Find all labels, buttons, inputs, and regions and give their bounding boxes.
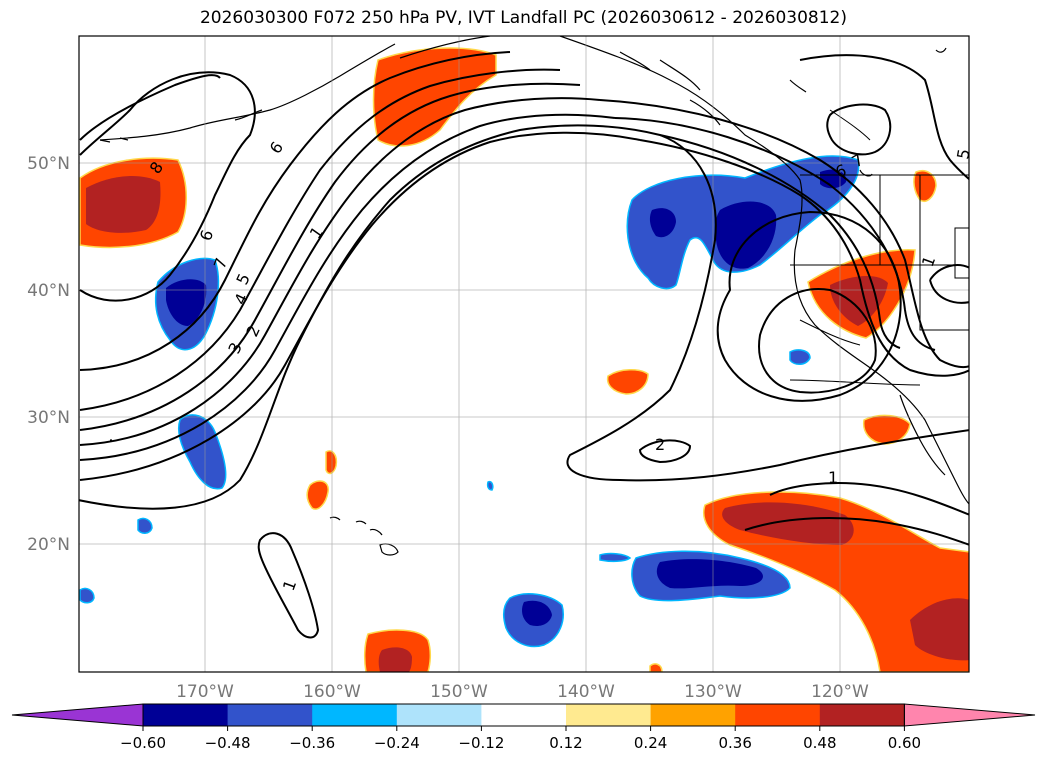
contour-label: 1 bbox=[918, 253, 939, 269]
contour-label: 6 bbox=[196, 227, 217, 243]
contour-line bbox=[79, 131, 641, 481]
lat-label: 20°N bbox=[27, 535, 70, 555]
fill-region bbox=[306, 480, 329, 510]
lat-label: 40°N bbox=[27, 281, 70, 301]
fill-region bbox=[522, 600, 552, 626]
contour-line bbox=[799, 54, 969, 181]
contour-line bbox=[826, 103, 892, 156]
contour-label: 5 bbox=[232, 270, 254, 287]
fill-region bbox=[486, 480, 494, 491]
fill-region bbox=[378, 647, 412, 672]
fill-region bbox=[913, 170, 937, 202]
islands bbox=[110, 439, 399, 556]
colorbar-tick-label: −0.24 bbox=[374, 734, 420, 752]
colorbar: −0.60 −0.48 −0.36 −0.24 −0.12 0.12 0.24 0.36 0.4… bbox=[11, 703, 1036, 752]
fill-region bbox=[649, 663, 663, 672]
lon-label: 130°W bbox=[684, 682, 742, 702]
contour-line bbox=[638, 439, 692, 464]
fill-region bbox=[649, 208, 676, 238]
fill-region bbox=[86, 176, 161, 233]
map-frame bbox=[78, 35, 970, 673]
fill-region bbox=[599, 552, 632, 563]
contour-line bbox=[79, 113, 616, 461]
fill-region bbox=[166, 279, 207, 326]
contour-label: 2 bbox=[655, 435, 665, 454]
colorbar-extend-low bbox=[11, 703, 144, 727]
lon-label: 170°W bbox=[176, 682, 234, 702]
colorbar-segment bbox=[143, 704, 229, 726]
colorbar-tick-label: −0.60 bbox=[120, 734, 166, 752]
contour-line bbox=[599, 99, 969, 369]
contour-line bbox=[257, 532, 320, 639]
fill-region bbox=[703, 491, 969, 672]
map-panel: 8 7 6 5 4 3 2 1 6 1 2 1 6 7 5 1 bbox=[79, 36, 973, 672]
contour-line bbox=[79, 74, 221, 141]
colorbar-segment bbox=[735, 704, 821, 726]
contour-line bbox=[744, 517, 969, 546]
negative-anomaly-fills bbox=[79, 155, 860, 648]
contour-label: 1 bbox=[279, 577, 300, 593]
fill-region bbox=[715, 201, 777, 269]
colorbar-segment bbox=[566, 704, 652, 726]
contour-label: 5 bbox=[953, 147, 973, 160]
fill-region bbox=[656, 559, 763, 589]
lon-label: 120°W bbox=[811, 682, 869, 702]
contour-label: 1 bbox=[306, 223, 327, 242]
ivt-contours bbox=[79, 51, 969, 639]
colorbar-segment bbox=[396, 704, 482, 726]
coastlines bbox=[99, 36, 969, 505]
lon-label: 150°W bbox=[430, 682, 488, 702]
contour-line bbox=[769, 482, 969, 516]
contour-line bbox=[659, 134, 901, 349]
lat-label: 50°N bbox=[27, 154, 70, 174]
colorbar-tick-label: 0.48 bbox=[803, 734, 836, 752]
colorbar-tick-label: −0.12 bbox=[458, 734, 504, 752]
colorbar-segment bbox=[819, 704, 905, 726]
colorbar-tick-label: 0.60 bbox=[888, 734, 921, 752]
contour-line bbox=[79, 51, 511, 371]
colorbar-tick-label: −0.48 bbox=[205, 734, 251, 752]
fill-region bbox=[137, 517, 153, 534]
colorbar-tick-label: 0.24 bbox=[634, 734, 667, 752]
colorbar-border bbox=[142, 703, 905, 727]
fill-region bbox=[325, 450, 338, 475]
lat-label: 30°N bbox=[27, 408, 70, 428]
contour-label: 6 bbox=[266, 138, 287, 157]
colorbar-extend-high bbox=[903, 703, 1036, 727]
contour-line bbox=[639, 139, 969, 377]
contour-line bbox=[614, 117, 936, 351]
longitude-labels: 170°W 160°W 150°W 140°W 130°W 120°W bbox=[176, 682, 869, 702]
fill-region bbox=[606, 369, 649, 395]
map-title: 2026030300 F072 250 hPa PV, IVT Landfall… bbox=[199, 8, 847, 28]
latitude-labels: 50°N 40°N 30°N 20°N bbox=[27, 154, 70, 555]
contour-line bbox=[716, 210, 902, 402]
colorbar-segment bbox=[227, 704, 313, 726]
contour-line bbox=[79, 124, 969, 510]
colorbar-tick-label: −0.36 bbox=[289, 734, 335, 752]
fill-region bbox=[79, 587, 95, 604]
contour-label: 1 bbox=[828, 468, 838, 487]
borders bbox=[789, 109, 969, 386]
colorbar-segment bbox=[312, 704, 398, 726]
contour-label: 3 bbox=[224, 339, 246, 356]
lon-label: 140°W bbox=[557, 682, 615, 702]
contour-line bbox=[79, 97, 601, 446]
contour-line bbox=[79, 71, 256, 302]
fill-region bbox=[789, 349, 811, 365]
fill-region bbox=[910, 598, 969, 661]
positive-anomaly-fills bbox=[79, 47, 969, 672]
colorbar-segment bbox=[481, 704, 567, 726]
fill-region bbox=[862, 414, 911, 445]
colorbar-tick-label: 0.36 bbox=[718, 734, 751, 752]
lon-label: 160°W bbox=[303, 682, 361, 702]
contour-line bbox=[79, 82, 581, 431]
fill-region bbox=[722, 502, 854, 545]
colorbar-segment bbox=[650, 704, 736, 726]
colorbar-tick-label: 0.12 bbox=[549, 734, 582, 752]
contour-line bbox=[79, 68, 561, 411]
contour-line bbox=[929, 264, 969, 304]
contour-line bbox=[758, 288, 877, 394]
